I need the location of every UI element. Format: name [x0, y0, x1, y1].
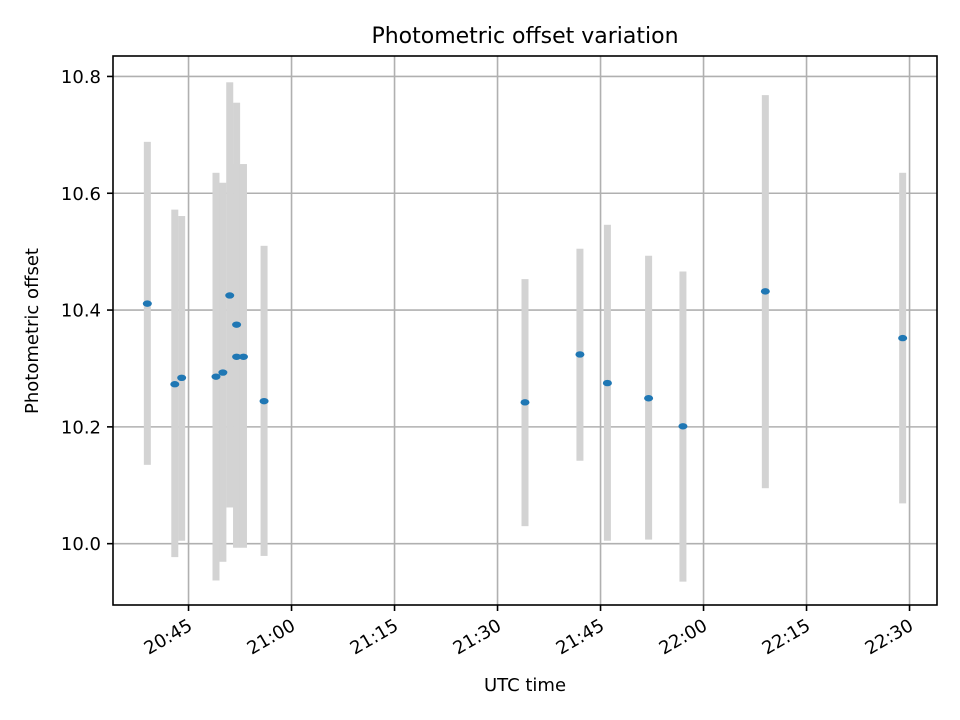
y-axis-label: Photometric offset — [22, 248, 43, 414]
error-bars — [143, 82, 907, 582]
data-point — [238, 353, 248, 360]
data-point — [232, 353, 242, 360]
data-point — [177, 374, 187, 382]
grid-lines — [113, 56, 937, 605]
plot-frame — [112, 55, 938, 606]
data-point — [898, 334, 908, 342]
x-tick-label: 22:15 — [759, 615, 814, 659]
y-tick-label: 10.2 — [61, 417, 101, 438]
y-tick-label: 10.8 — [61, 67, 101, 88]
data-point — [218, 369, 228, 376]
y-tick-label: 10.4 — [61, 301, 101, 322]
x-axis: 20:45 21:00 21:15 21:30 21:45 22:00 22:15 22:30 — [141, 605, 917, 659]
x-tick-label: 21:00 — [244, 615, 299, 659]
y-tick-label: 10.6 — [61, 184, 101, 205]
data-points — [142, 288, 908, 430]
data-point — [225, 292, 235, 299]
data-point — [602, 379, 612, 387]
chart-title: Photometric offset variation — [371, 24, 678, 49]
data-point — [259, 397, 269, 405]
x-tick-label: 21:45 — [553, 615, 608, 659]
data-point — [575, 351, 585, 358]
data-point — [211, 373, 221, 380]
x-axis-label: UTC time — [484, 675, 566, 696]
x-tick-label: 22:00 — [656, 615, 711, 659]
x-tick-label: 20:45 — [141, 615, 196, 659]
data-point — [760, 288, 770, 295]
y-tick-label: 10.0 — [61, 534, 101, 555]
data-point — [678, 423, 688, 430]
data-point — [170, 381, 180, 388]
data-point — [232, 321, 242, 328]
y-axis: 10.0 10.2 10.4 10.6 10.8 — [61, 67, 113, 555]
x-tick-label: 22:30 — [862, 615, 917, 659]
x-tick-label: 21:30 — [450, 615, 505, 659]
data-point — [644, 395, 654, 402]
data-point — [520, 399, 530, 406]
x-tick-label: 21:15 — [347, 615, 402, 659]
data-point — [142, 300, 152, 307]
